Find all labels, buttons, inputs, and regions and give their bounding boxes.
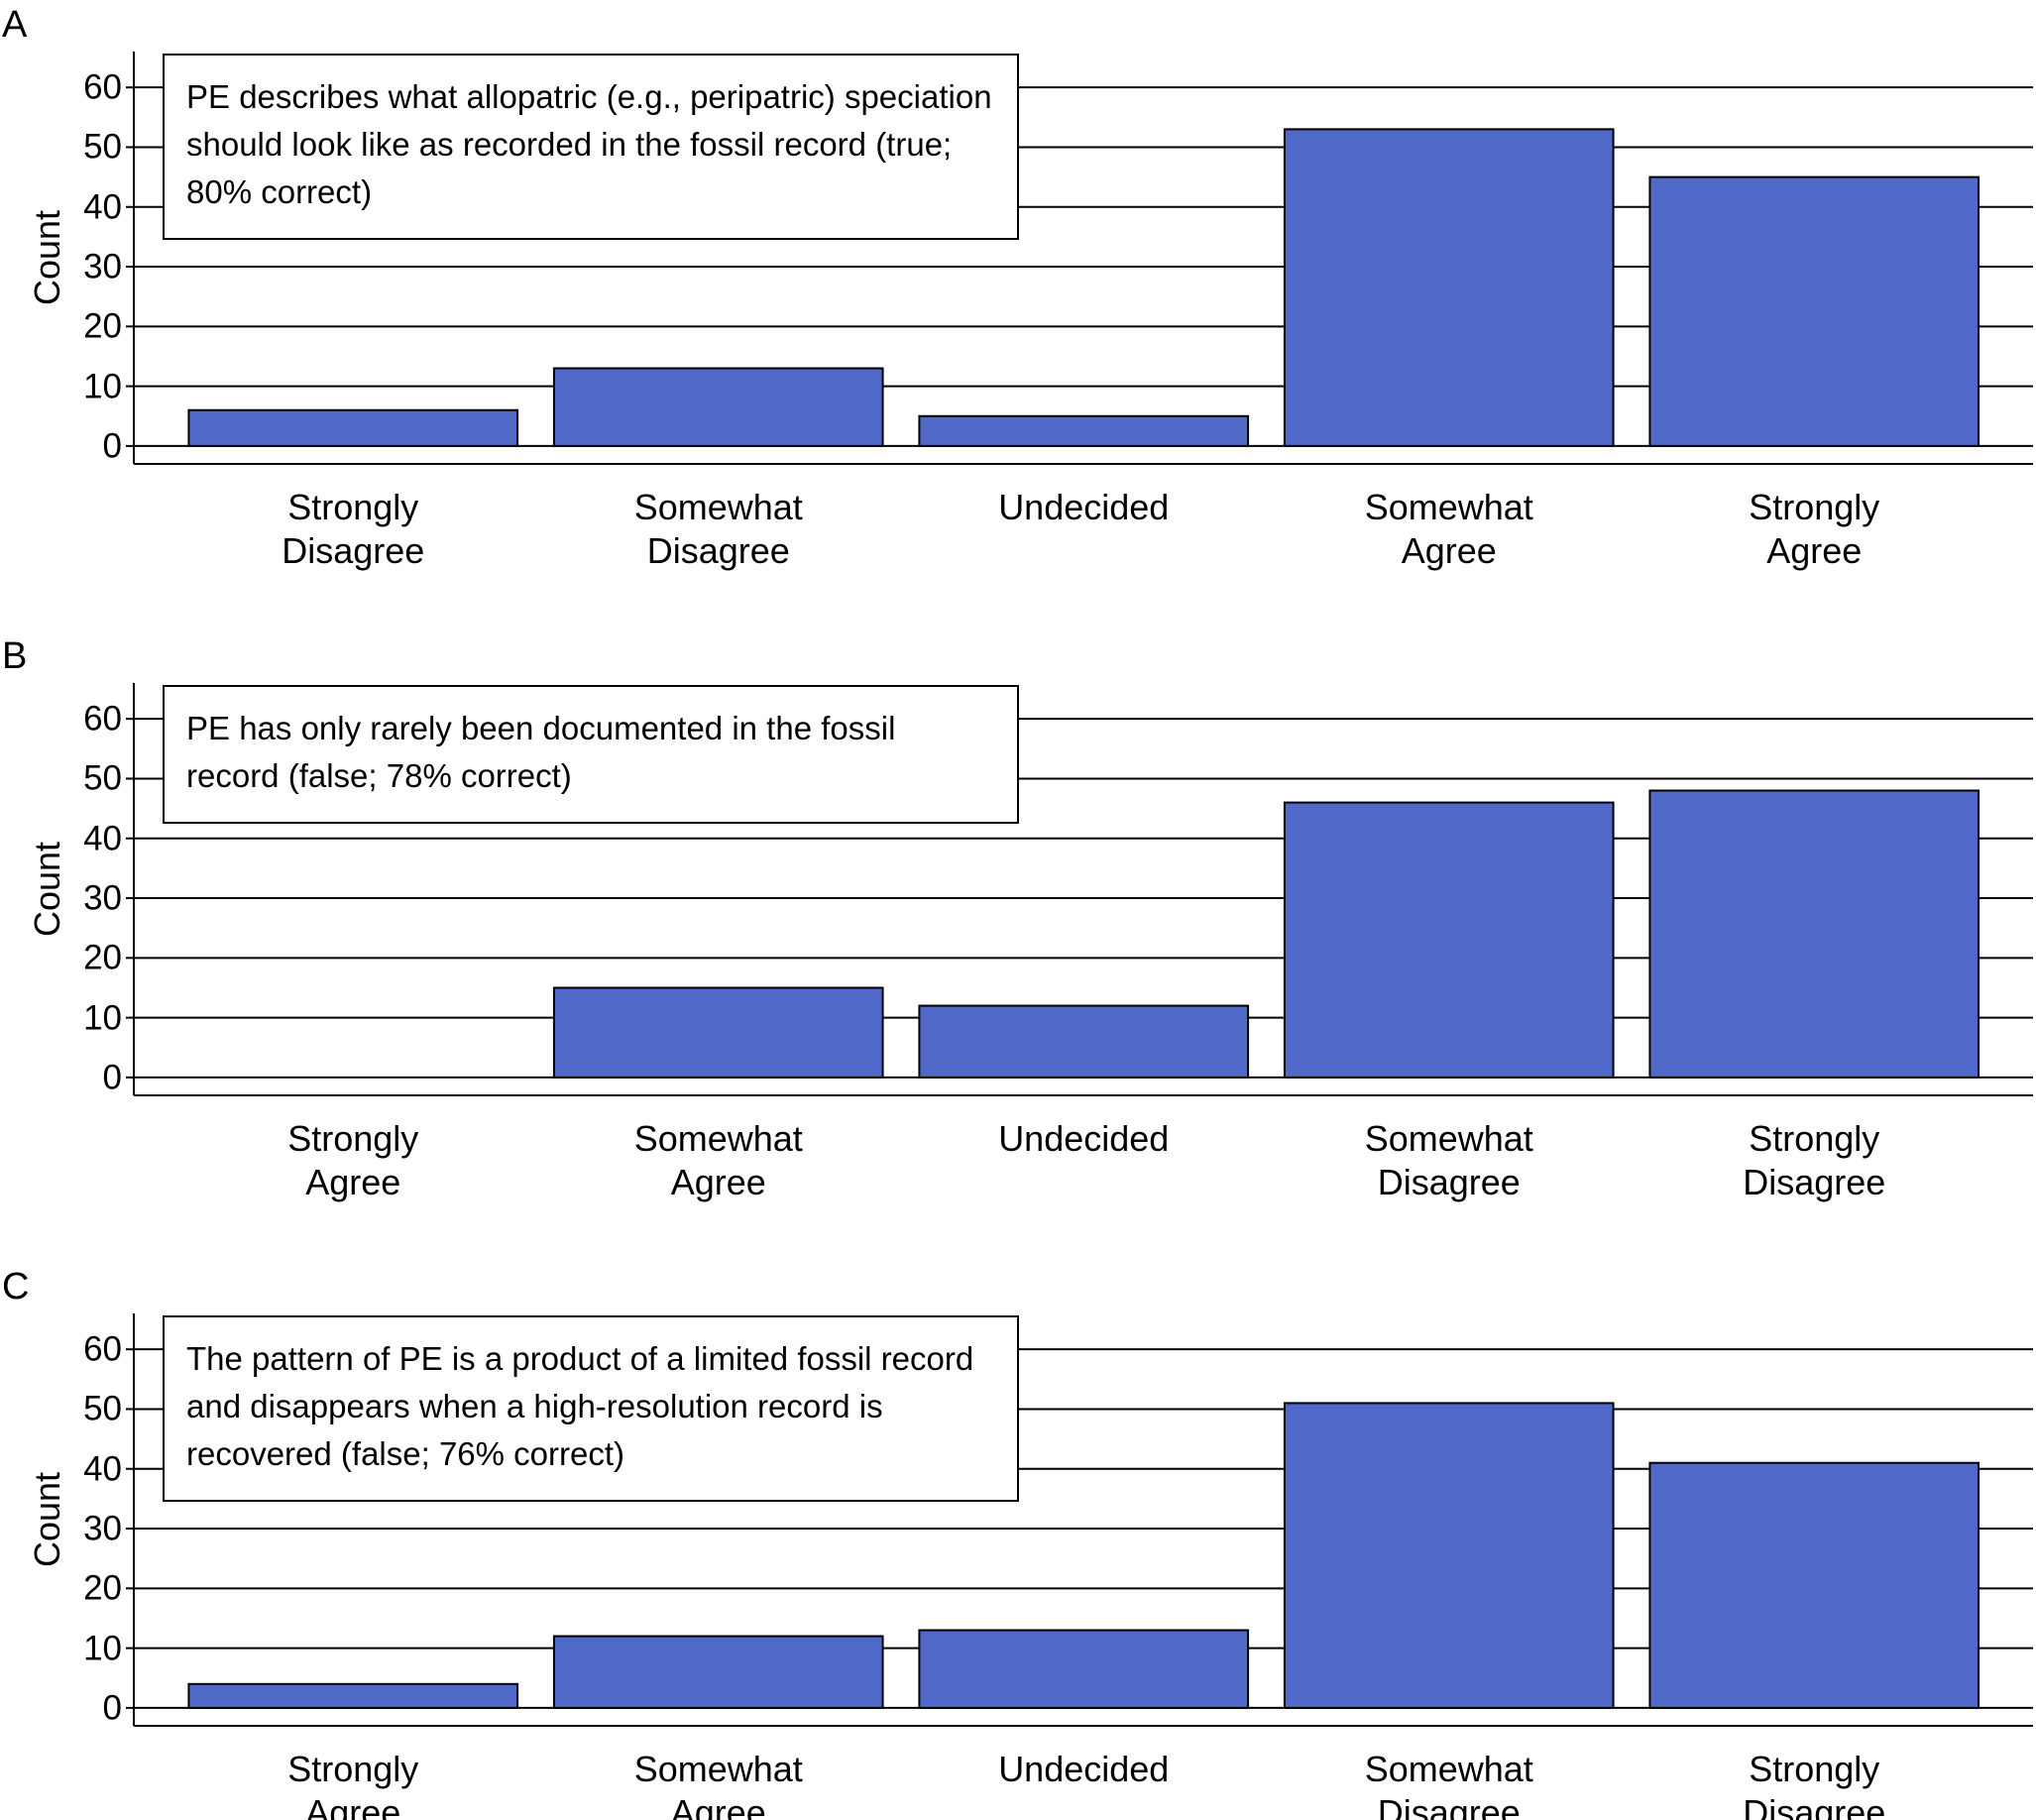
bar [918,414,1250,447]
y-tick-label: 50 [83,758,122,798]
y-tick-label: 40 [83,1449,122,1489]
bar [918,1629,1250,1709]
y-tick-label: 0 [102,426,122,466]
bar [1283,1402,1615,1709]
y-tick-label: 10 [83,1629,122,1668]
x-tick-label: Undecided [998,487,1170,527]
x-tick-label: Strongly Disagree [1743,1749,1886,1820]
bar [1648,175,1980,447]
annotation: PE has only rarely been documented in th… [163,685,1019,824]
y-tick-label: 10 [83,998,122,1038]
y-tick-label: 50 [83,127,122,167]
x-tick-label: Somewhat Agree [633,1749,803,1820]
x-tick-label: Undecided [998,1118,1170,1159]
annotation: PE describes what allopatric (e.g., peri… [163,54,1019,240]
y-tick-label: 20 [83,1568,122,1608]
y-tick-label: 30 [83,247,122,286]
y-tick-label: 0 [102,1688,122,1728]
y-tick-label: 10 [83,367,122,406]
panel-label: C [2,1266,30,1308]
x-tick-label: Undecided [998,1749,1170,1789]
bar [1283,128,1615,447]
x-tick-label: Somewhat Agree [633,1118,803,1202]
x-tick-label: Somewhat Disagree [1364,1118,1533,1202]
y-tick-label: 40 [83,187,122,227]
bar [552,367,884,447]
x-tick-label: Somewhat Disagree [633,487,803,571]
y-axis-label: Count [27,1471,67,1568]
panel-label: B [2,635,28,677]
annotation: The pattern of PE is a product of a limi… [163,1315,1019,1502]
y-tick-label: 30 [83,1509,122,1548]
y-tick-label: 60 [83,699,122,739]
y-tick-label: 50 [83,1389,122,1428]
x-tick-label: Strongly Agree [287,1118,419,1202]
bar [187,1682,519,1709]
bar [187,408,519,447]
x-tick-label: Strongly Disagree [282,487,425,571]
y-tick-label: 20 [83,938,122,977]
y-tick-label: 20 [83,306,122,346]
bar [1648,1461,1980,1709]
x-tick-label: Strongly Agree [287,1749,419,1820]
y-axis-label: Count [27,841,67,938]
y-axis-label: Count [27,209,67,306]
x-tick-label: Somewhat Agree [1364,487,1533,571]
bar [552,1635,884,1709]
y-tick-label: 40 [83,819,122,858]
bar [1648,789,1980,1079]
bar [1283,801,1615,1079]
y-tick-label: 60 [83,67,122,107]
x-tick-label: Strongly Agree [1749,487,1880,571]
panel-label: A [2,4,28,46]
y-tick-label: 60 [83,1329,122,1369]
bar [552,986,884,1079]
x-tick-label: Strongly Disagree [1743,1118,1886,1202]
bar [918,1004,1250,1079]
y-tick-label: 30 [83,878,122,918]
y-tick-label: 0 [102,1058,122,1097]
x-tick-label: Somewhat Disagree [1364,1749,1533,1820]
